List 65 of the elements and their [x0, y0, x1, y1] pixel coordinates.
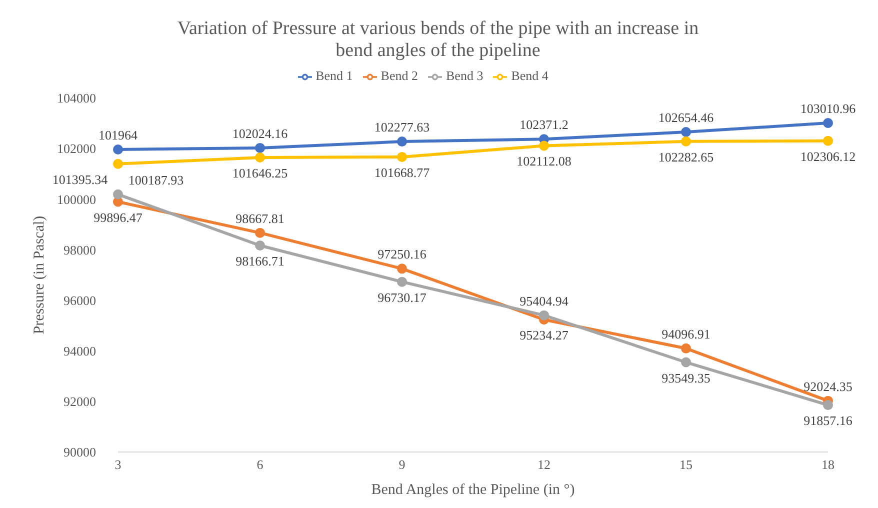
point — [823, 136, 833, 146]
data-label: 94096.91 — [662, 326, 710, 342]
point — [255, 228, 265, 238]
x-tick-label: 3 — [114, 457, 122, 472]
point — [397, 152, 407, 162]
point — [539, 310, 549, 320]
data-label: 102306.12 — [800, 148, 856, 164]
point — [397, 276, 407, 287]
legend-label: Bend 4 — [511, 68, 548, 83]
data-label: 102371.2 — [520, 117, 568, 132]
legend-label: Bend 3 — [446, 68, 484, 83]
data-label: 91857.16 — [804, 413, 853, 428]
point — [255, 152, 265, 163]
point — [113, 144, 123, 154]
point — [397, 136, 407, 147]
y-tick-label: 102000 — [57, 141, 96, 156]
point — [397, 264, 407, 274]
point — [255, 240, 265, 250]
legend-label: Bend 1 — [316, 68, 353, 83]
x-tick-label: 12 — [538, 457, 550, 472]
data-label: 103010.96 — [800, 101, 856, 116]
x-tick-label: 6 — [256, 457, 264, 472]
y-axis-title: Pressure (in Pascal) — [31, 216, 48, 334]
data-label: 95234.27 — [520, 328, 569, 343]
y-tick-label: 98000 — [64, 242, 96, 258]
data-label: 101646.25 — [232, 166, 288, 181]
y-tick-label: 92000 — [64, 394, 96, 410]
y-tick-label: 104000 — [57, 90, 96, 106]
y-tick-label: 96000 — [64, 292, 96, 308]
data-label: 102277.63 — [374, 120, 430, 135]
data-label: 101395.34 — [52, 172, 108, 187]
data-label: 102024.16 — [232, 126, 288, 141]
point — [823, 400, 833, 410]
data-label: 98667.81 — [236, 210, 284, 226]
chart-title: Variation of Pressure at various bends of the pipe with an increase in bend angles of the pipeline — [176, 17, 700, 62]
point — [539, 140, 549, 151]
data-label: 102112.08 — [516, 154, 572, 169]
data-label: 102282.65 — [658, 149, 714, 164]
data-label: 98166.71 — [236, 254, 284, 268]
data-label: 100187.93 — [128, 172, 184, 188]
y-tick-label: 94000 — [64, 343, 96, 358]
data-label: 102654.46 — [658, 110, 714, 126]
point — [113, 158, 123, 169]
x-tick-label: 18 — [822, 457, 834, 472]
data-label: 97250.16 — [378, 246, 427, 262]
data-label: 101964 — [98, 127, 138, 142]
legend-label: Bend 2 — [380, 68, 418, 83]
x-axis-title: Bend Angles of the Pipeline (in °) — [371, 482, 575, 498]
point — [681, 357, 691, 368]
y-tick-label: 90000 — [64, 444, 96, 460]
point — [113, 189, 123, 200]
x-tick-label: 15 — [680, 457, 692, 472]
data-label: 96730.17 — [378, 290, 427, 305]
point — [255, 142, 265, 153]
data-label: 92024.35 — [804, 378, 852, 394]
point — [681, 127, 691, 138]
x-tick-label: 9 — [398, 457, 406, 472]
data-label: 95404.94 — [520, 293, 569, 308]
point — [823, 118, 833, 128]
data-label: 99896.47 — [94, 210, 143, 225]
data-label: 93549.35 — [662, 370, 710, 386]
y-tick-label: 100000 — [57, 192, 96, 207]
point — [681, 136, 691, 146]
point — [681, 343, 691, 354]
data-label: 101668.77 — [374, 164, 430, 180]
